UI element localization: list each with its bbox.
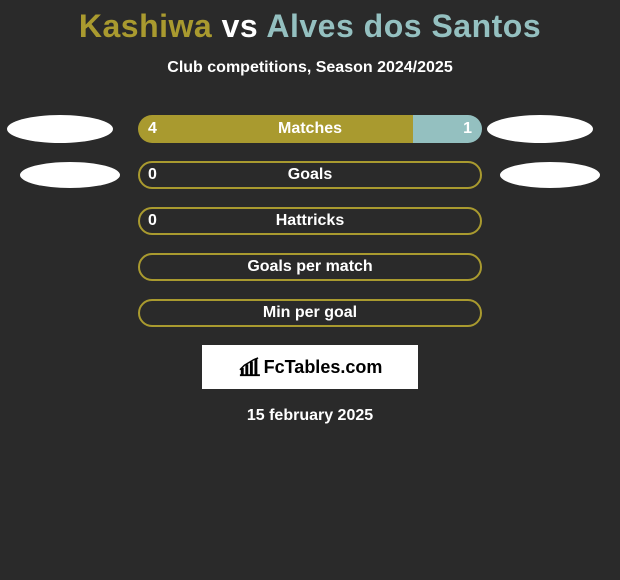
bar-left bbox=[138, 115, 413, 143]
team-logo-left bbox=[7, 115, 113, 143]
comparison-chart: Matches41Goals0Hattricks0Goals per match… bbox=[0, 115, 620, 327]
comparison-date: 15 february 2025 bbox=[0, 407, 620, 425]
bar-chart-icon bbox=[238, 357, 260, 377]
bar-track bbox=[138, 115, 482, 143]
fctables-logo[interactable]: FcTables.com bbox=[202, 345, 418, 389]
bar-track bbox=[138, 161, 482, 189]
bar-track bbox=[138, 253, 482, 281]
logo-text: FcTables.com bbox=[264, 357, 383, 378]
stat-row-gpm: Goals per match bbox=[0, 253, 620, 281]
title-vs: vs bbox=[222, 8, 259, 44]
bar-right bbox=[413, 115, 482, 143]
bar-track bbox=[138, 207, 482, 235]
title-player-right: Alves dos Santos bbox=[266, 8, 541, 44]
stat-row-mpg: Min per goal bbox=[0, 299, 620, 327]
team-logo-right bbox=[487, 115, 593, 143]
bar-track bbox=[138, 299, 482, 327]
team-logo-right bbox=[500, 162, 600, 188]
team-logo-left bbox=[20, 162, 120, 188]
page-title: Kashiwa vs Alves dos Santos bbox=[0, 0, 620, 45]
subtitle: Club competitions, Season 2024/2025 bbox=[0, 59, 620, 77]
title-player-left: Kashiwa bbox=[79, 8, 212, 44]
stat-row-hattricks: Hattricks0 bbox=[0, 207, 620, 235]
